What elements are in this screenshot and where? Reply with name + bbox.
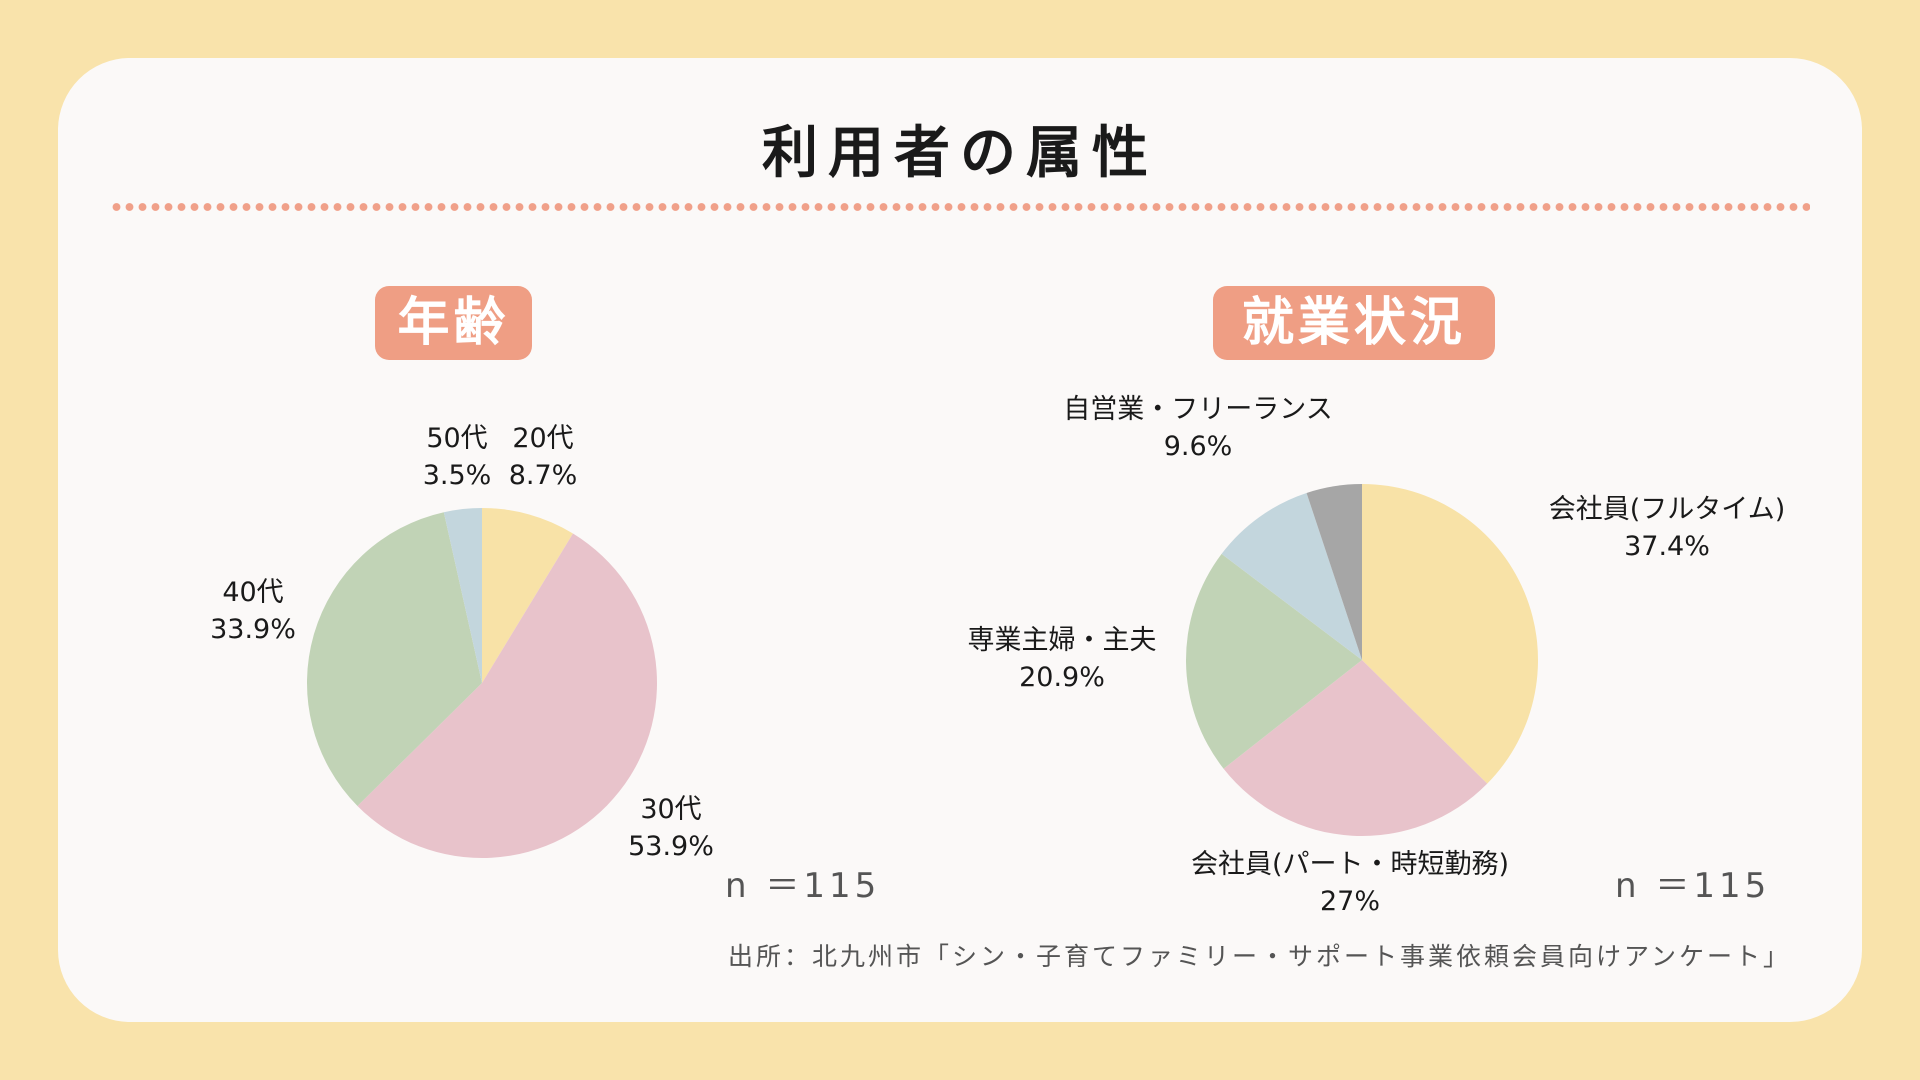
- employment-slice-name-3: 自営業・フリーランス: [1063, 394, 1332, 425]
- employment-slice-value-2: 20.9%: [1019, 662, 1105, 693]
- age-slice-2: [307, 512, 482, 806]
- employment-chart-title: 就業状況: [1213, 286, 1495, 360]
- employment-slice-name-1: 会社員(パート・時短勤務): [1191, 849, 1509, 880]
- age-slice-value-3: 3.5%: [423, 460, 492, 491]
- content-card: [58, 58, 1862, 1022]
- age-slice-label-0: 20代 8.7%: [509, 423, 578, 491]
- age-slice-3: [443, 508, 482, 683]
- dotted-divider: [110, 201, 1810, 213]
- employment-slice-label-1: 会社員(パート・時短勤務) 27%: [1191, 849, 1509, 917]
- employment-slice-value-0: 37.4%: [1624, 531, 1710, 562]
- age-slice-1: [357, 533, 658, 859]
- page-title: 利用者の属性: [762, 121, 1158, 186]
- employment-slice-1: [1223, 660, 1488, 837]
- age-chart-title: 年齢: [375, 286, 532, 360]
- employment-slice-name-0: 会社員(フルタイム): [1549, 494, 1786, 525]
- source-note: 出所：北九州市「シン・子育てファミリー・サポート事業依頼会員向けアンケート」: [728, 942, 1792, 971]
- age-slice-label-2: 40代 33.9%: [210, 577, 296, 645]
- employment-slice-2: [1186, 553, 1362, 769]
- employment-sample-size: n ＝115: [1615, 866, 1771, 906]
- age-sample-size: n ＝115: [725, 866, 881, 906]
- employment-slice-label-0: 会社員(フルタイム) 37.4%: [1549, 494, 1786, 562]
- age-slice-0: [482, 508, 573, 683]
- employment-slice-3: [1221, 492, 1362, 660]
- employment-slice-value-1: 27%: [1320, 886, 1380, 917]
- age-slice-name-1: 30代: [640, 794, 701, 825]
- age-slice-value-0: 8.7%: [509, 460, 578, 491]
- age-slice-value-2: 33.9%: [210, 614, 296, 645]
- employment-slice-label-2: 専業主婦・主夫 20.9%: [968, 625, 1157, 693]
- employment-slice-name-2: 専業主婦・主夫: [968, 625, 1157, 656]
- employment-slice-value-3: 9.6%: [1164, 431, 1233, 462]
- employment-slice-4: [1306, 484, 1362, 660]
- age-slice-label-3: 50代 3.5%: [423, 423, 492, 491]
- employment-slice-0: [1362, 484, 1539, 784]
- age-slice-name-0: 20代: [512, 423, 573, 454]
- age-slice-name-3: 50代: [426, 423, 487, 454]
- age-slice-value-1: 53.9%: [628, 831, 714, 862]
- age-slice-label-1: 30代 53.9%: [628, 794, 714, 862]
- employment-slice-label-3: 自営業・フリーランス 9.6%: [1063, 394, 1332, 462]
- age-slice-name-2: 40代: [222, 577, 283, 608]
